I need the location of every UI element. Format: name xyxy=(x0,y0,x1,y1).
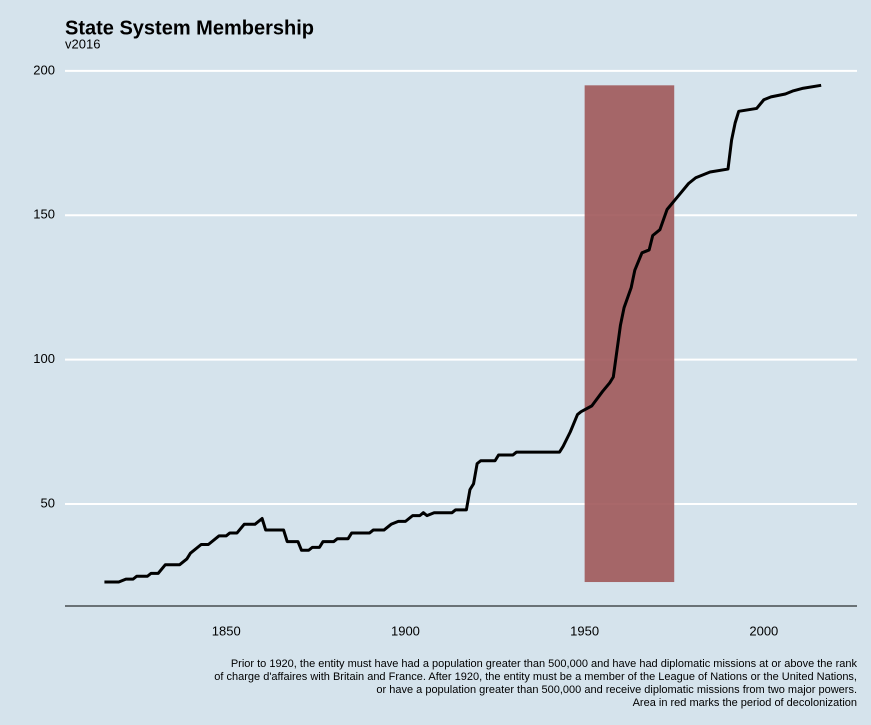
chart-subtitle: v2016 xyxy=(65,36,100,51)
note: Area in red marks the period of decoloni… xyxy=(633,697,857,709)
x-tick-label: 2000 xyxy=(749,623,778,638)
line xyxy=(104,83,822,584)
y-tick-label: 150 xyxy=(33,207,55,222)
y-tick-label: 100 xyxy=(33,351,55,366)
note: or have a population greater than 500,00… xyxy=(376,684,857,696)
y-tick-label: 200 xyxy=(33,62,55,77)
y-tick-label: 50 xyxy=(41,495,55,510)
note: of charge d'affaires with Britain and Fr… xyxy=(214,671,857,683)
x-tick-label: 1950 xyxy=(570,623,599,638)
chart-title: State System Membership xyxy=(65,17,314,39)
x-tick-label: 1850 xyxy=(212,623,241,638)
shaded-region xyxy=(584,85,675,583)
note: Prior to 1920, the entity must have had … xyxy=(231,658,858,670)
x-tick-label: 1900 xyxy=(391,623,420,638)
